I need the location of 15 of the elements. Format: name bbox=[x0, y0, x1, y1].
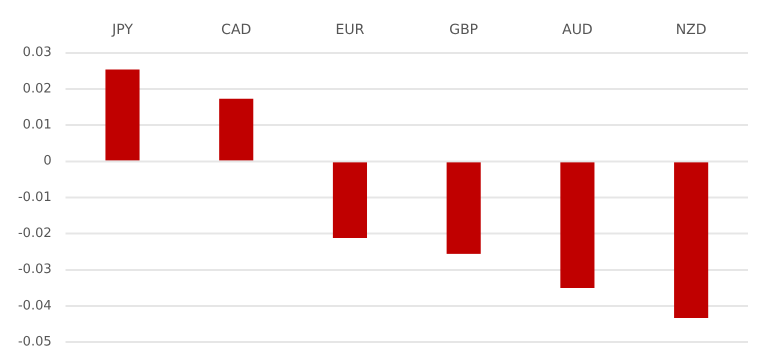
y-tick-label: 0.02 bbox=[22, 81, 52, 96]
x-tick-label: EUR bbox=[336, 22, 365, 38]
y-tick-label: 0.03 bbox=[22, 45, 52, 60]
x-tick-label: CAD bbox=[221, 22, 252, 38]
y-tick-label: -0.01 bbox=[18, 190, 52, 205]
y-tick-label: -0.04 bbox=[18, 298, 52, 314]
x-tick-label: AUD bbox=[562, 22, 593, 38]
x-tick-label: NZD bbox=[676, 22, 707, 38]
y-tick-label: -0.03 bbox=[18, 262, 52, 278]
y-tick-label: -0.02 bbox=[18, 226, 52, 242]
y-tick-label: 0 bbox=[43, 154, 52, 169]
x-tick-label: JPY bbox=[111, 22, 134, 38]
y-tick-label: -0.05 bbox=[18, 334, 52, 350]
x-tick-label: GBP bbox=[449, 22, 478, 38]
y-tick-label: 0.01 bbox=[22, 118, 52, 133]
